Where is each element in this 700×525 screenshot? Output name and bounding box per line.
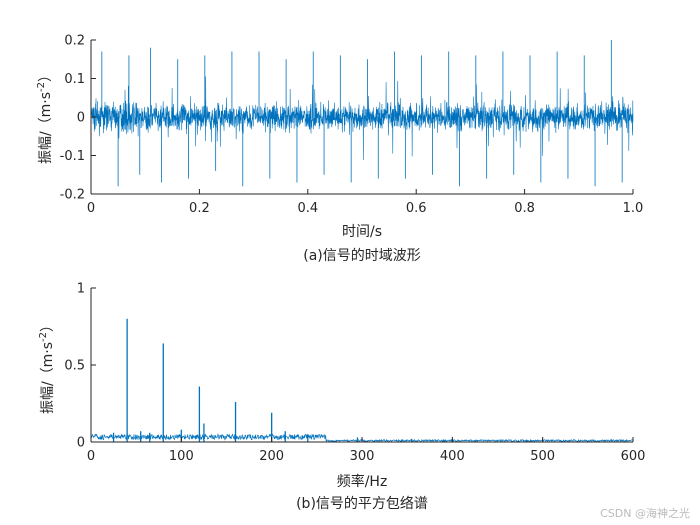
spectrum-chart-y-tick-label: 0: [77, 436, 85, 451]
time-chart-x-tick-label: 0.8: [514, 201, 535, 216]
spectrum-chart-x-tick-label: 600: [621, 449, 646, 464]
time-chart-x-tick-label: 0: [87, 201, 95, 216]
spectrum-chart-x-tick-label: 0: [87, 449, 95, 464]
spectrum-chart-xlabel: 频率/Hz: [337, 473, 388, 490]
time-chart-xlabel: 时间/s: [342, 224, 382, 240]
time-chart-caption: (a)信号的时域波形: [303, 248, 421, 264]
watermark: CSDN @海神之光: [600, 506, 690, 520]
time-chart-y-tick-label: 0.2: [64, 34, 85, 49]
time-chart-x-tick-label: 1.0: [623, 201, 644, 216]
time-signal-series: [90, 40, 634, 187]
spectrum-chart-ticks: 0 100 200 300 400 500 600 0 0.5 1: [64, 282, 645, 465]
spectrum-chart-y-tick-label: 0.5: [64, 359, 85, 374]
spectrum-chart-axes: [90, 288, 633, 443]
time-chart-x-tick-label: 0.6: [406, 201, 427, 216]
time-chart-y-tick-label: 0.1: [64, 72, 85, 87]
spectrum-chart-x-tick-label: 500: [530, 449, 555, 464]
time-chart-ticks: 0 0.2 0.4 0.6 0.8 1.0 -0.2 -0.1 0 0.1 0.2: [60, 34, 644, 217]
time-chart-y-tick-label: -0.1: [60, 149, 85, 164]
time-chart-x-tick-label: 0.4: [297, 201, 318, 216]
time-chart-y-tick-label: 0: [77, 111, 85, 126]
time-signal-line: [90, 76, 634, 160]
spectrum-chart-y-tick-label: 1: [77, 282, 85, 297]
spectrum-series: [90, 318, 634, 443]
spectrum-chart-caption: (b)信号的平方包络谱: [296, 496, 428, 512]
spectrum-chart-x-tick-label: 300: [350, 449, 375, 464]
time-chart-x-tick-label: 0.2: [189, 201, 210, 216]
spectrum-chart-ylabel: 振幅/（m·s-2）: [38, 318, 56, 414]
spectrum-chart-x-tick-label: 200: [259, 449, 284, 464]
time-chart-ylabel: 振幅/（m·s-2）: [36, 68, 54, 164]
envelope-spectrum-chart: 0 100 200 300 400 500 600 0 0.5 1 频率/Hz (b)信号的平方包…: [38, 282, 645, 513]
time-domain-chart: 0 0.2 0.4 0.6 0.8 1.0 -0.2 -0.1 0 0.1 0.2 时间/s (a)…: [36, 34, 643, 265]
spectrum-chart-x-tick-label: 100: [169, 449, 194, 464]
time-chart-y-tick-label: -0.2: [60, 188, 85, 203]
spectrum-chart-x-tick-label: 400: [440, 449, 465, 464]
